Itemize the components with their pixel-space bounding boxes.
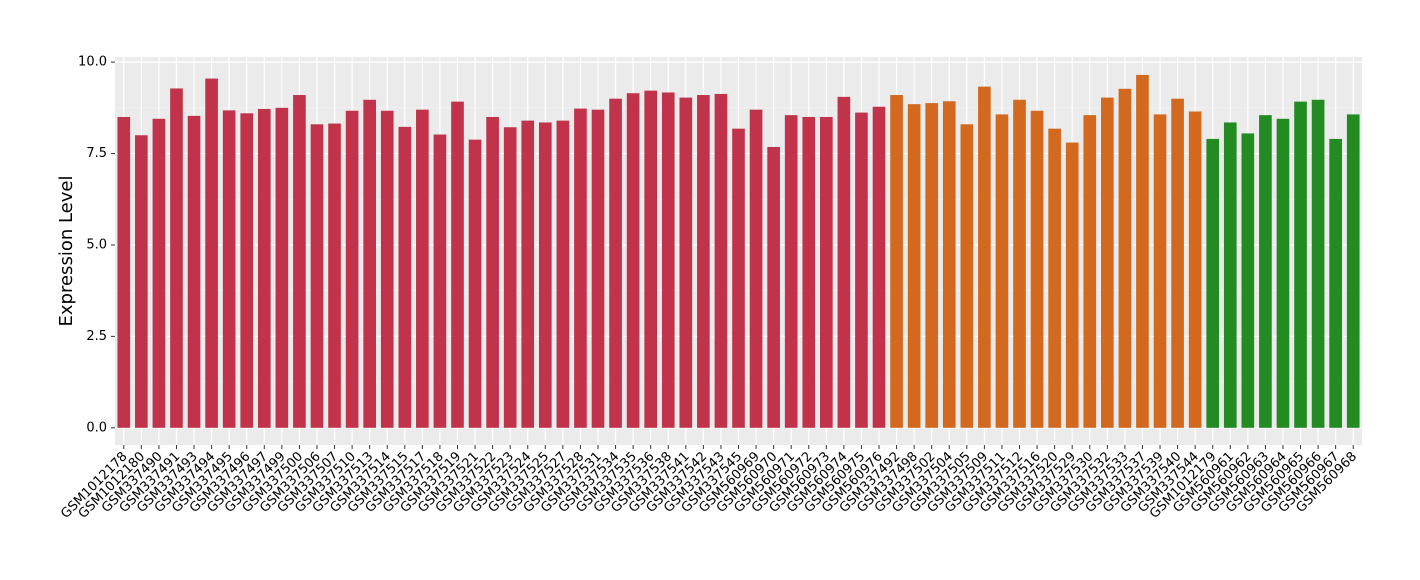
bar — [1118, 88, 1132, 428]
y-tick-label: 10.0 — [78, 55, 107, 70]
bar — [1083, 115, 1097, 428]
bar — [363, 99, 376, 428]
bar — [468, 139, 482, 428]
bar — [907, 104, 921, 428]
bar — [714, 93, 728, 428]
bar — [1241, 133, 1255, 428]
bar — [995, 114, 1009, 428]
bar — [855, 112, 868, 428]
bar — [1030, 110, 1044, 428]
bar — [679, 97, 693, 428]
bar — [1223, 122, 1237, 428]
bar — [1346, 114, 1360, 428]
y-tick-label: 2.5 — [86, 329, 107, 344]
bar — [1013, 99, 1026, 428]
bar — [872, 106, 886, 428]
bar — [257, 108, 271, 428]
bar — [1136, 74, 1149, 428]
bar — [591, 109, 605, 428]
bar — [275, 107, 289, 428]
bar — [784, 115, 798, 428]
bar — [1206, 138, 1220, 428]
y-tick-label: 0.0 — [86, 420, 107, 435]
bar — [345, 110, 359, 428]
bar — [328, 123, 341, 428]
bar — [749, 109, 763, 428]
bar — [661, 92, 675, 428]
bar — [170, 88, 183, 428]
bar — [942, 101, 956, 428]
bar — [1259, 115, 1272, 428]
bar — [380, 110, 394, 428]
bar — [135, 135, 148, 428]
bar — [187, 115, 201, 428]
bar — [1329, 138, 1342, 428]
bar — [574, 108, 587, 428]
bar — [117, 116, 131, 428]
bar — [837, 96, 851, 428]
bar — [1171, 98, 1184, 428]
bar — [644, 90, 658, 428]
bar — [222, 110, 236, 428]
y-tick-label: 7.5 — [86, 146, 107, 161]
bar — [521, 120, 535, 428]
bar — [503, 127, 517, 428]
bar — [451, 101, 464, 428]
bar — [1311, 99, 1325, 428]
bar — [1153, 114, 1167, 428]
bar — [433, 134, 447, 428]
bar — [310, 124, 324, 428]
bar — [609, 98, 622, 428]
bar — [240, 113, 254, 428]
bar — [802, 116, 816, 428]
bar — [1101, 97, 1114, 428]
bar — [398, 126, 412, 428]
bar — [416, 109, 429, 428]
bar — [1065, 142, 1079, 428]
bar — [1294, 101, 1307, 428]
bar — [978, 86, 991, 428]
bar — [819, 116, 833, 428]
y-tick-label: 5.0 — [86, 237, 107, 252]
bar — [205, 78, 218, 428]
bar — [890, 95, 903, 428]
bar — [697, 95, 710, 428]
bar — [960, 124, 974, 428]
bar — [152, 118, 166, 428]
bar — [486, 116, 499, 428]
bar — [556, 120, 570, 428]
bar — [293, 95, 306, 428]
bar — [1276, 118, 1290, 428]
bar — [767, 146, 780, 428]
bar — [732, 128, 745, 428]
y-axis-label: Expression Level — [56, 176, 77, 327]
bar — [925, 103, 939, 428]
bar — [538, 122, 552, 428]
bar — [626, 93, 640, 428]
bar — [1048, 128, 1061, 428]
bar — [1188, 111, 1202, 428]
